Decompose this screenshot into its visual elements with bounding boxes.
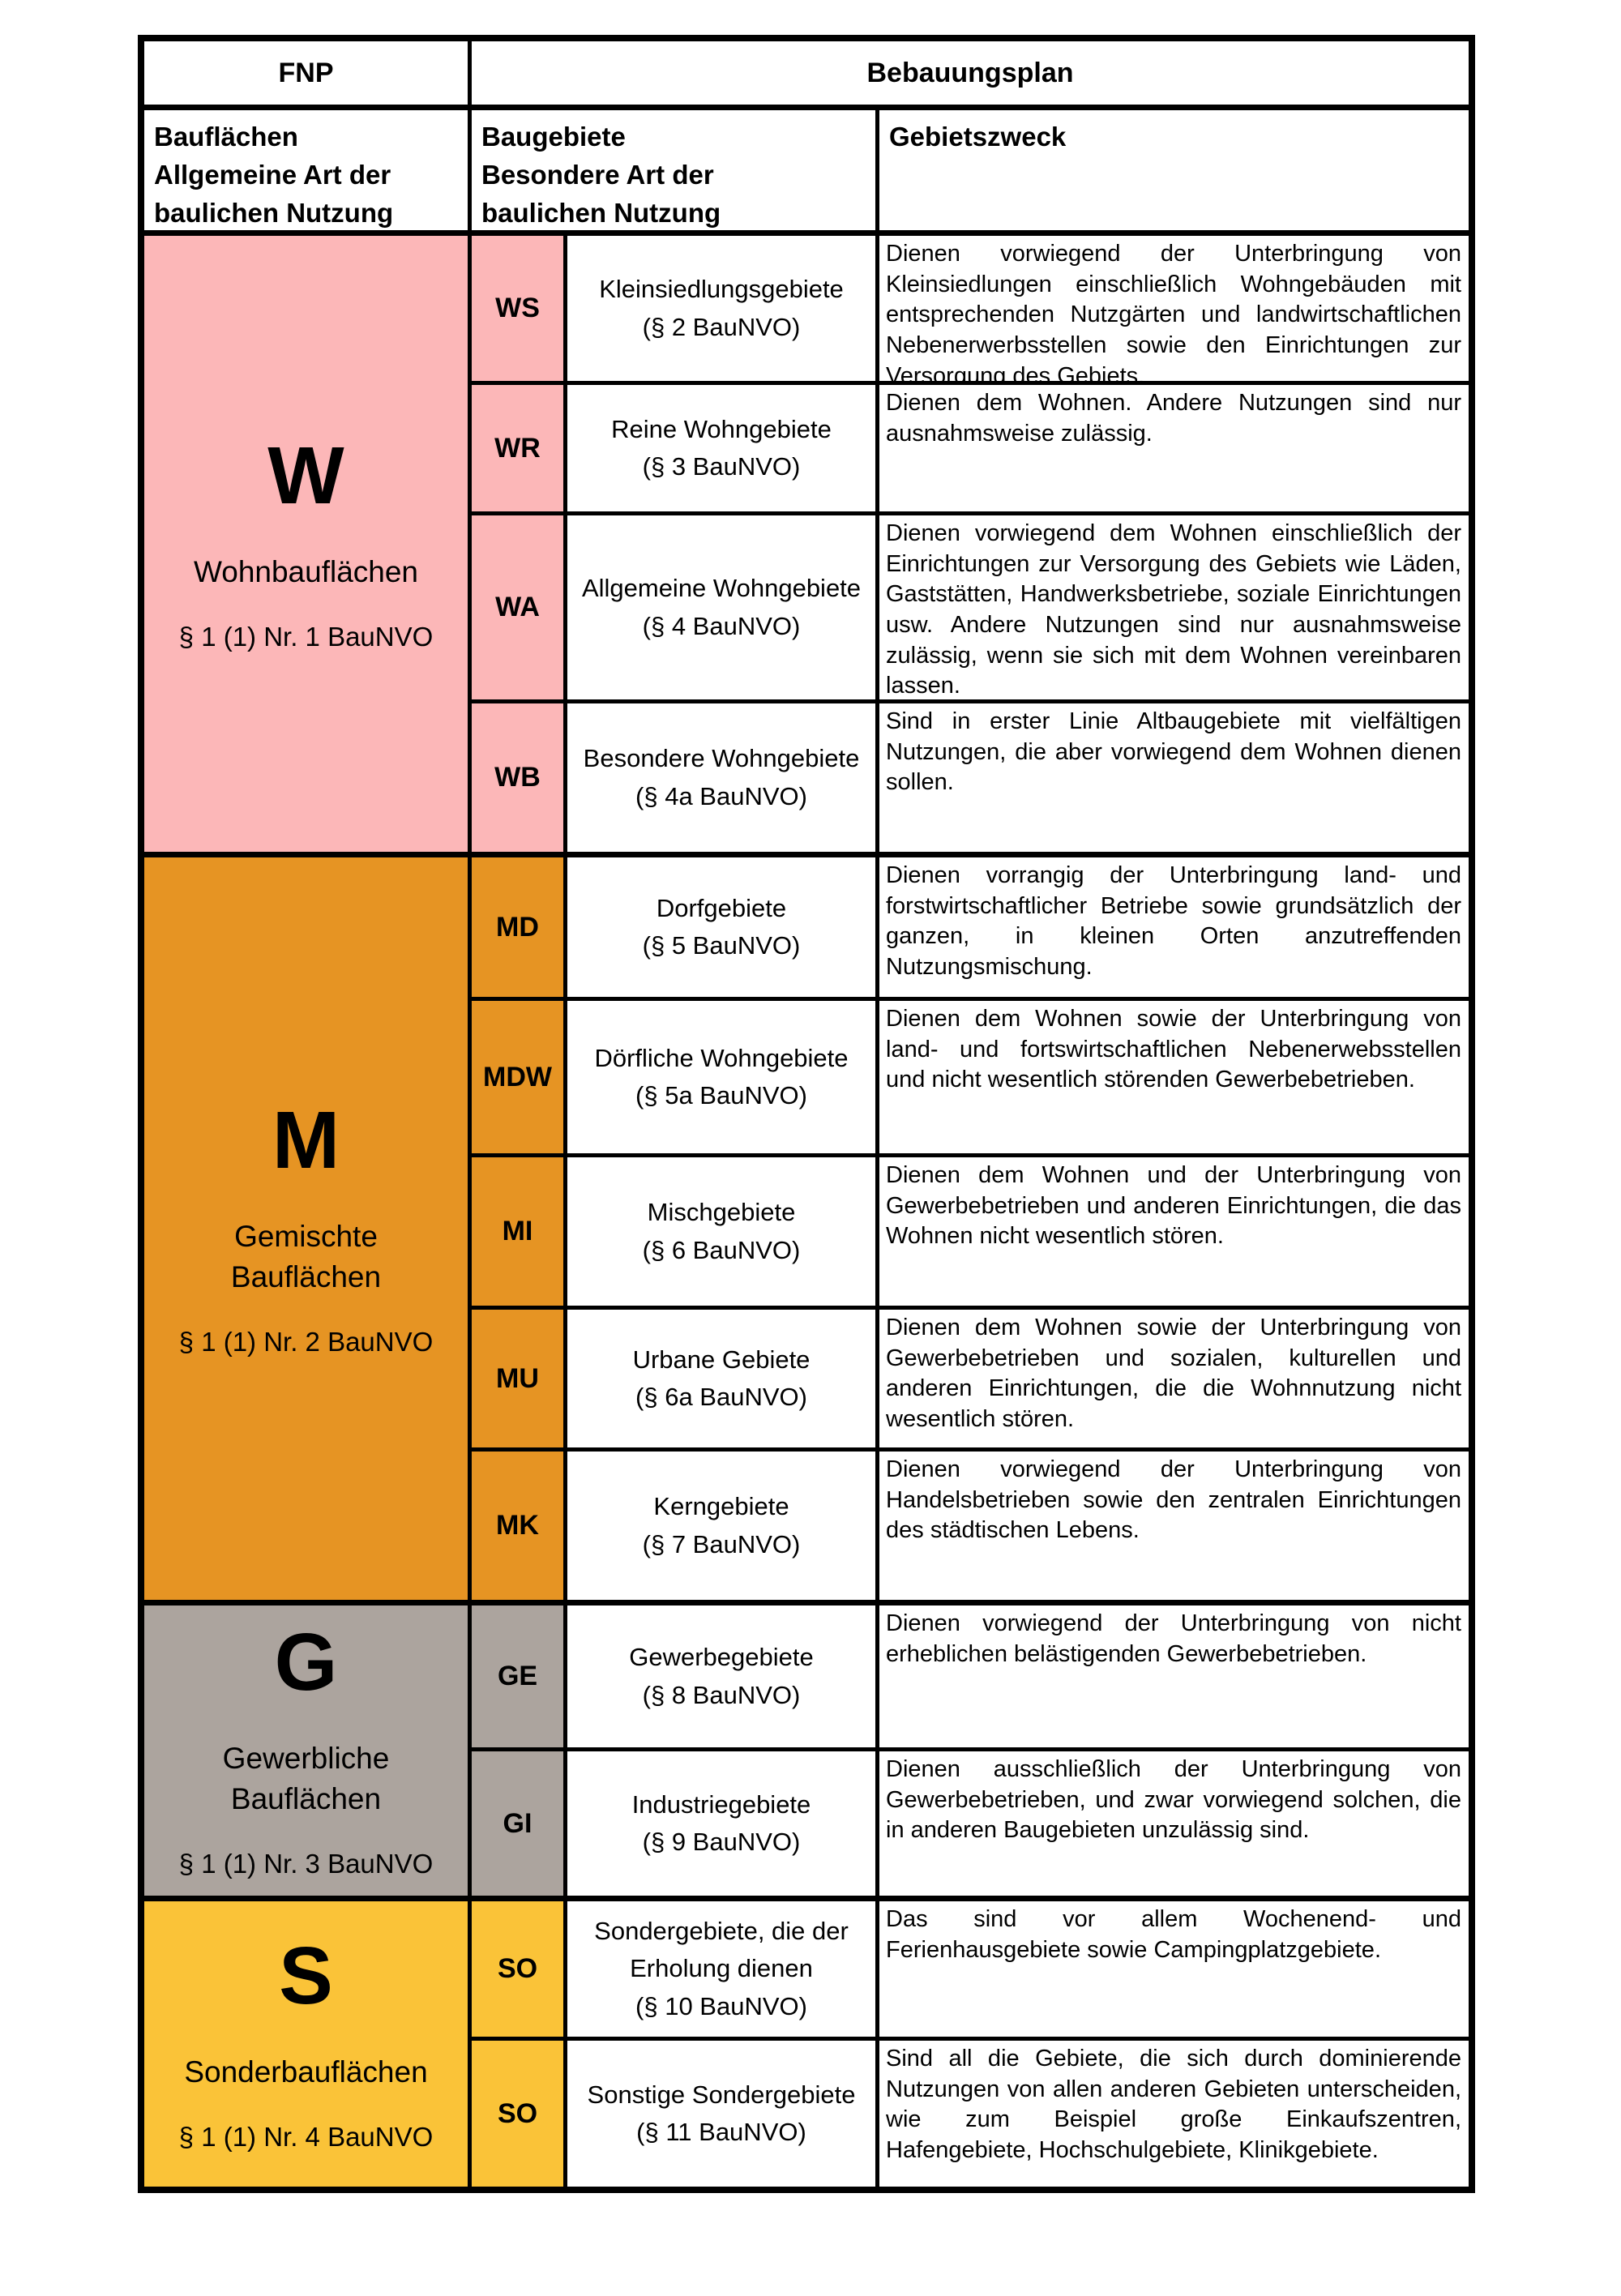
section-cell-m: M Gemischte Bauflächen § 1 (1) Nr. 2 Bau…: [144, 857, 472, 1605]
zweck-cell-ge: Dienen vorwiegend der Unterbringung von …: [879, 1605, 1469, 1751]
section-letter-g: G: [274, 1617, 338, 1708]
section-ref-g: § 1 (1) Nr. 3 BauNVO: [178, 1848, 434, 1879]
zweck-cell-ws: Dienen vorwiegend der Unterbringung von …: [879, 236, 1469, 385]
zweck-cell-mk: Dienen vorwiegend der Unterbringung von …: [879, 1452, 1469, 1605]
name-ref-wa: (§ 4 BauNVO): [642, 611, 801, 640]
name-cell-so-erholung: Sondergebiete, die der Erholung dienen (…: [567, 1901, 879, 2041]
code-cell-mdw: MDW: [472, 1001, 567, 1157]
name-label-ws: Kleinsiedlungsgebiete: [599, 275, 844, 303]
zweck-cell-gi: Dienen ausschließlich der Unterbringung …: [879, 1751, 1469, 1901]
section-cell-w: W Wohnbauflächen § 1 (1) Nr. 1 BauNVO: [144, 236, 472, 857]
zweck-cell-wr: Dienen dem Wohnen. Andere Nutzungen sind…: [879, 385, 1469, 515]
name-label-ge: Gewerbegebiete: [629, 1643, 814, 1671]
section-cell-s: S Sonderbauflächen § 1 (1) Nr. 4 BauNVO: [144, 1901, 472, 2187]
name-cell-wr: Reine Wohngebiete (§ 3 BauNVO): [567, 385, 879, 515]
name-cell-md: Dorfgebiete (§ 5 BauNVO): [567, 857, 879, 1001]
code-cell-md: MD: [472, 857, 567, 1001]
name-label-gi: Industriegebiete: [631, 1789, 811, 1819]
name-label-wb: Besondere Wohngebiete: [583, 744, 860, 772]
name-label-wa: Allgemeine Wohngebiete: [581, 574, 862, 602]
code-cell-mu: MU: [472, 1310, 567, 1452]
zweck-cell-mdw: Dienen dem Wohnen sowie der Unterbringun…: [879, 1001, 1469, 1157]
code-cell-gi: GI: [472, 1751, 567, 1901]
name-cell-gi: Industriegebiete (§ 9 BauNVO): [567, 1751, 879, 1901]
code-cell-mi: MI: [472, 1157, 567, 1310]
code-cell-mk: MK: [472, 1452, 567, 1605]
header-fnp: FNP: [144, 41, 472, 110]
name-cell-wb: Besondere Wohngebiete (§ 4a BauNVO): [567, 703, 879, 857]
name-cell-ge: Gewerbegebiete (§ 8 BauNVO): [567, 1605, 879, 1751]
name-cell-ws: Kleinsiedlungsgebiete (§ 2 BauNVO): [567, 236, 879, 385]
name-label-md: Dorfgebiete: [656, 893, 787, 922]
name-ref-so-sonstige: (§ 11 BauNVO): [636, 2118, 806, 2146]
zweck-cell-mi: Dienen dem Wohnen und der Unterbringung …: [879, 1157, 1469, 1310]
code-cell-wb: WB: [472, 703, 567, 857]
name-label-mi: Mischgebiete: [647, 1198, 796, 1226]
zweck-cell-wa: Dienen vorwiegend dem Wohnen einschließl…: [879, 515, 1469, 703]
name-cell-mdw: Dörfliche Wohngebiete (§ 5a BauNVO): [567, 1001, 879, 1157]
name-ref-mk: (§ 7 BauNVO): [642, 1529, 801, 1558]
name-ref-md: (§ 5 BauNVO): [642, 931, 801, 960]
zweck-cell-mu: Dienen dem Wohnen sowie der Unterbringun…: [879, 1310, 1469, 1452]
name-ref-mi: (§ 6 BauNVO): [642, 1235, 801, 1264]
name-ref-mu: (§ 6a BauNVO): [635, 1383, 807, 1411]
name-cell-wa: Allgemeine Wohngebiete (§ 4 BauNVO): [567, 515, 879, 703]
zweck-cell-so-erholung: Das sind vor allem Wochenend- und Ferien…: [879, 1901, 1469, 2041]
section-cell-g: G Gewerbliche Bauflächen § 1 (1) Nr. 3 B…: [144, 1605, 472, 1901]
section-label-w: Wohnbauflächen: [193, 555, 419, 589]
section-label-g: Gewerbliche Bauflächen: [222, 1742, 390, 1815]
name-cell-mi: Mischgebiete (§ 6 BauNVO): [567, 1157, 879, 1310]
section-ref-w: § 1 (1) Nr. 1 BauNVO: [178, 621, 434, 652]
header-bauflaechen: Bauflächen Allgemeine Art der baulichen …: [144, 110, 472, 236]
section-ref-s: § 1 (1) Nr. 4 BauNVO: [178, 2121, 434, 2152]
code-cell-ws: WS: [472, 236, 567, 385]
section-label-s: Sonderbauflächen: [184, 2055, 428, 2089]
section-label-m: Gemischte Bauflächen: [230, 1220, 382, 1293]
name-label-so-erholung: Sondergebiete, die der Erholung dienen: [594, 1916, 849, 1983]
zweck-cell-so-sonstige: Sind all die Gebiete, die sich durch dom…: [879, 2041, 1469, 2187]
header-baugebiete: Baugebiete Besondere Art der baulichen N…: [472, 110, 879, 236]
section-letter-m: M: [272, 1095, 340, 1186]
name-ref-so-erholung: (§ 10 BauNVO): [635, 1991, 807, 2020]
name-label-mu: Urbane Gebiete: [632, 1345, 810, 1374]
name-ref-wr: (§ 3 BauNVO): [642, 452, 801, 481]
name-label-mdw: Dörfliche Wohngebiete: [594, 1043, 849, 1072]
header-bebauungsplan: Bebauungsplan: [472, 41, 1469, 110]
name-ref-ws: (§ 2 BauNVO): [642, 312, 801, 341]
code-cell-ge: GE: [472, 1605, 567, 1751]
zweck-cell-md: Dienen vorrangig der Unterbringung land-…: [879, 857, 1469, 1001]
code-cell-wa: WA: [472, 515, 567, 703]
name-cell-mk: Kerngebiete (§ 7 BauNVO): [567, 1452, 879, 1605]
name-label-mk: Kerngebiete: [653, 1492, 789, 1520]
header-gebietszweck: Gebietszweck: [879, 110, 1469, 236]
name-label-wr: Reine Wohngebiete: [611, 414, 832, 443]
name-ref-gi: (§ 9 BauNVO): [642, 1828, 801, 1856]
name-ref-wb: (§ 4a BauNVO): [635, 781, 807, 810]
code-cell-so-sonstige: SO: [472, 2041, 567, 2187]
name-cell-so-sonstige: Sonstige Sondergebiete (§ 11 BauNVO): [567, 2041, 879, 2187]
section-letter-s: S: [279, 1930, 333, 2022]
code-cell-so-erholung: SO: [472, 1901, 567, 2041]
zweck-cell-wb: Sind in erster Linie Altbaugebiete mit v…: [879, 703, 1469, 857]
section-ref-m: § 1 (1) Nr. 2 BauNVO: [178, 1326, 434, 1357]
name-cell-mu: Urbane Gebiete (§ 6a BauNVO): [567, 1310, 879, 1452]
fnp-bebauungsplan-table: FNP Bebauungsplan Bauflächen Allgemeine …: [138, 35, 1475, 2193]
name-ref-ge: (§ 8 BauNVO): [642, 1680, 801, 1709]
section-letter-w: W: [267, 430, 344, 522]
name-ref-mdw: (§ 5a BauNVO): [635, 1081, 807, 1110]
name-label-so-sonstige: Sonstige Sondergebiete: [587, 2080, 856, 2109]
code-cell-wr: WR: [472, 385, 567, 515]
